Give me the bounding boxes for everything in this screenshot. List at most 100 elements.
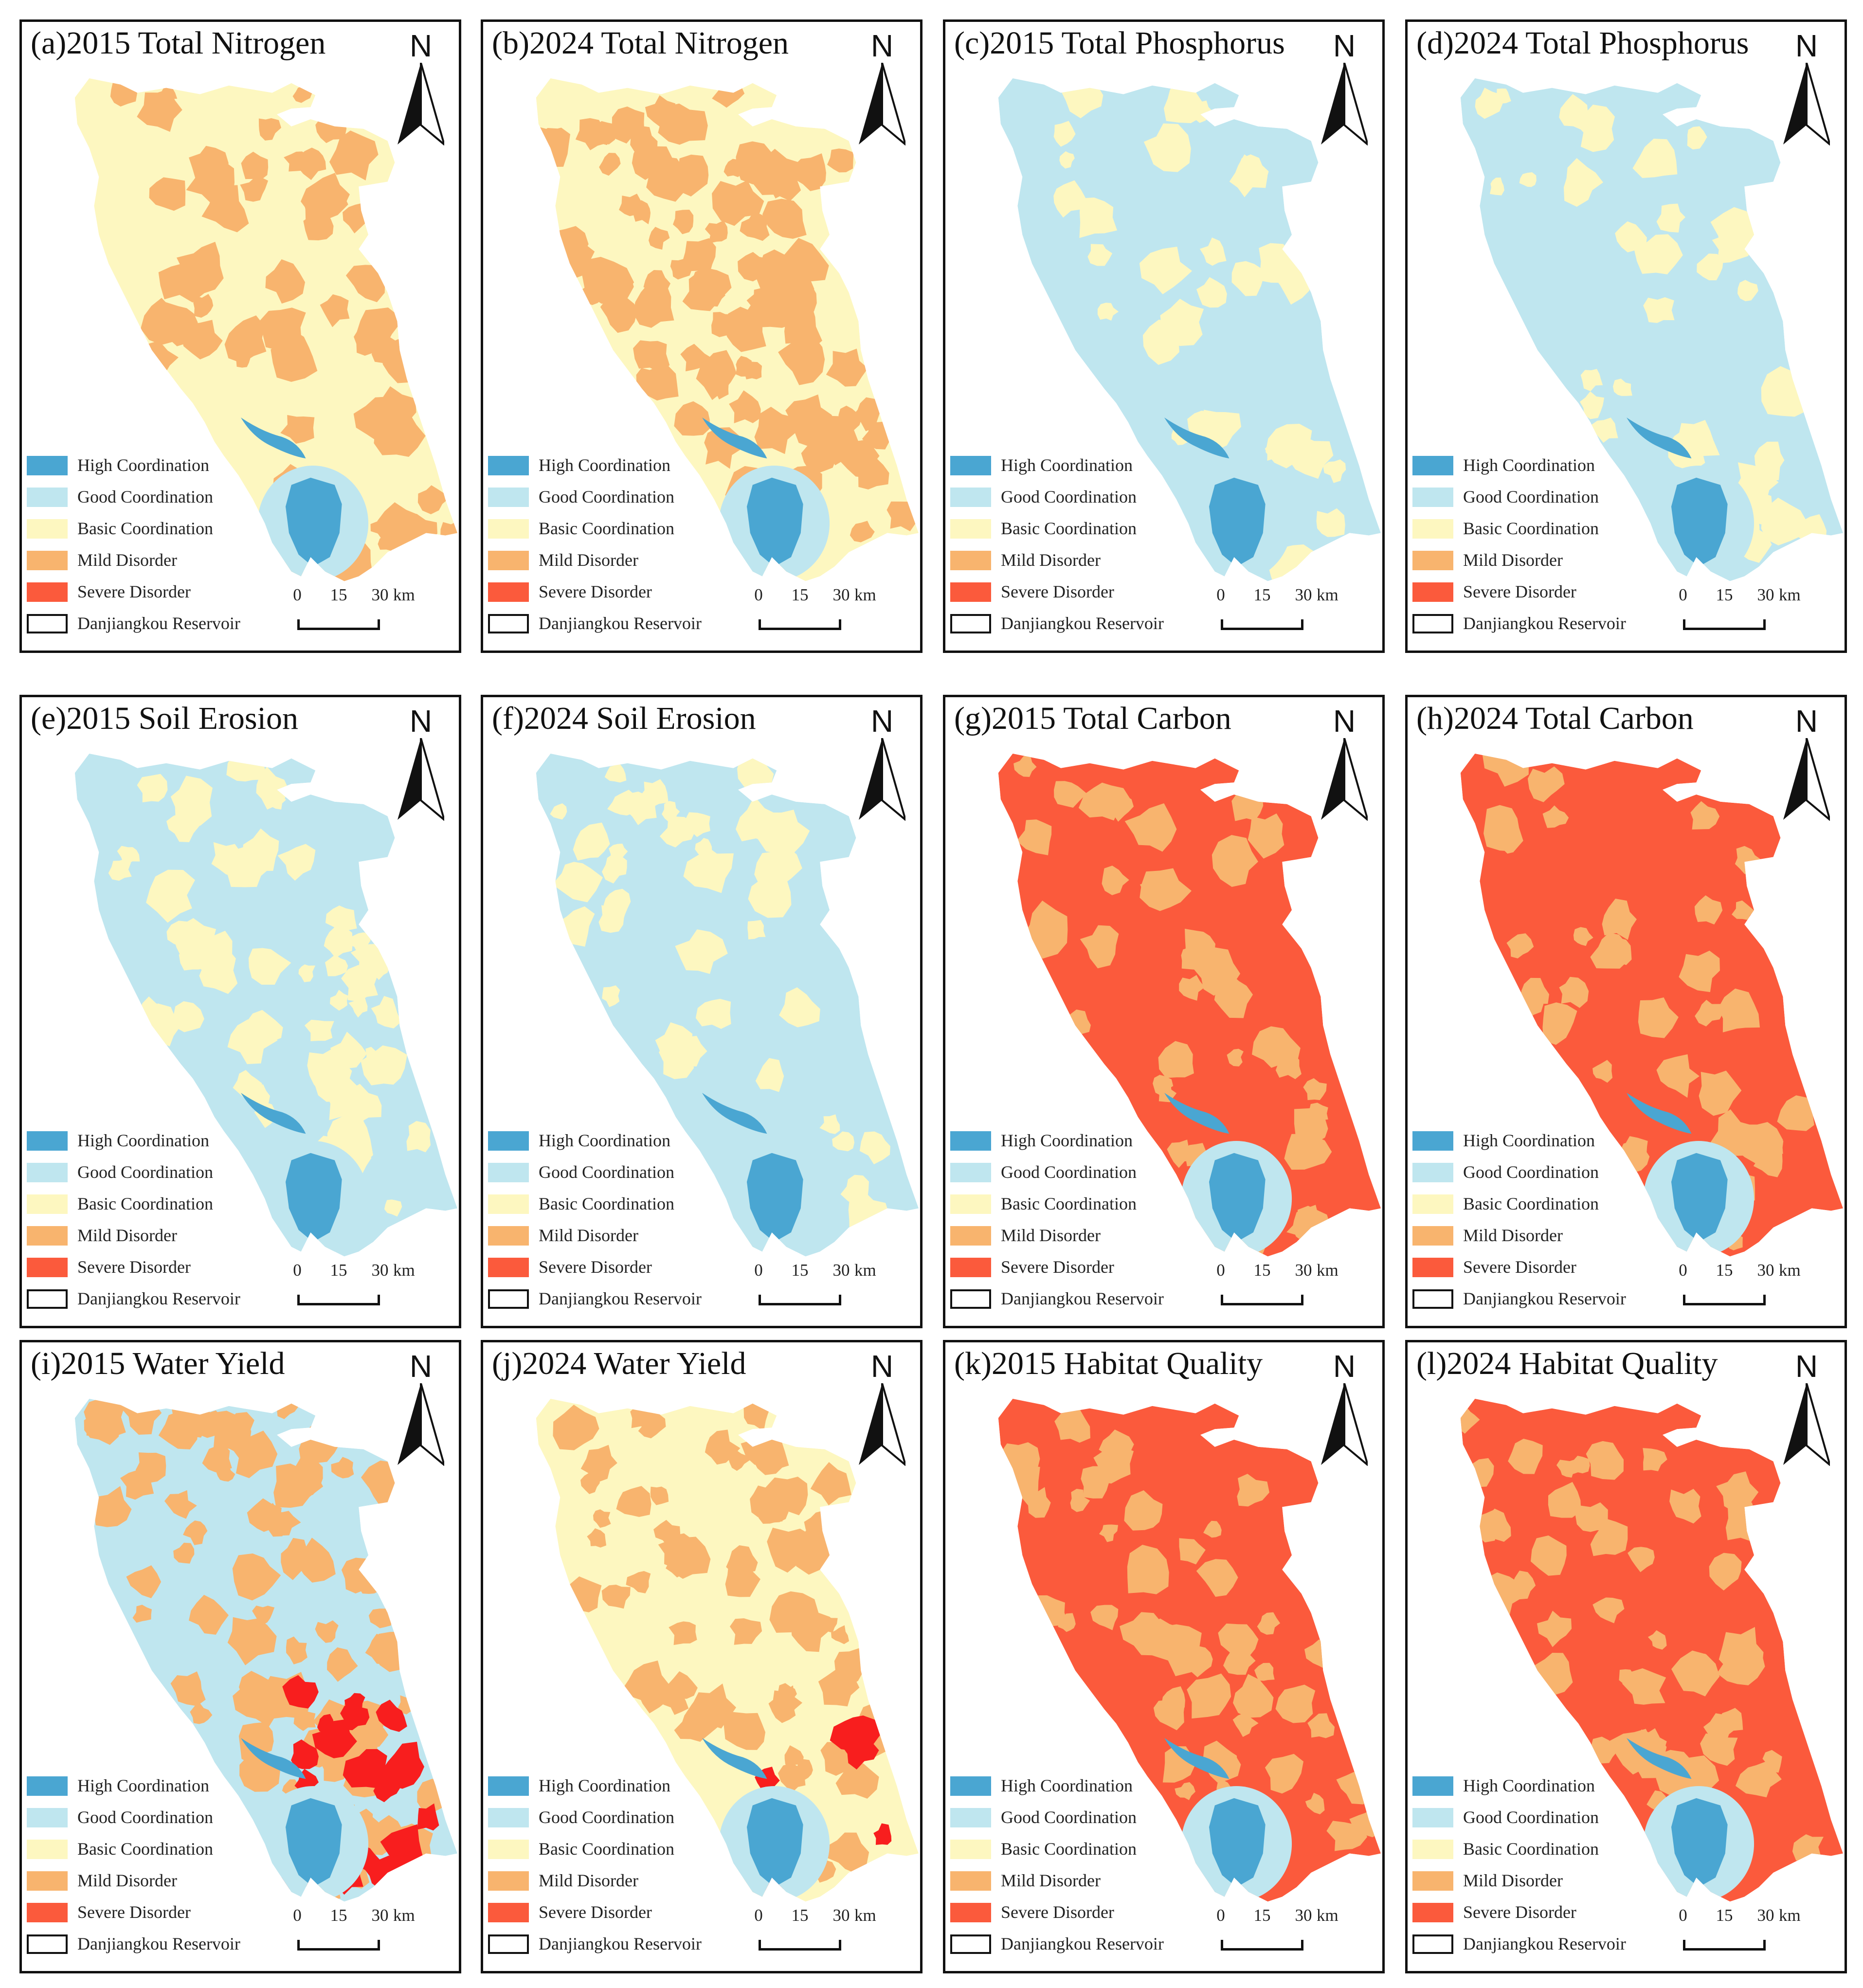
- legend-swatch: [1412, 1258, 1453, 1277]
- legend-swatch: [27, 1163, 68, 1182]
- zone-patch: [723, 307, 766, 352]
- zone-patch: [348, 995, 368, 1018]
- scale-unit-label: km: [854, 585, 876, 604]
- zone-patch: [778, 1763, 806, 1793]
- zone-patch: [1080, 925, 1119, 969]
- zone-patch: [1613, 379, 1632, 396]
- severe-zone-patch: [376, 1699, 407, 1732]
- zone-patch: [347, 932, 371, 954]
- zone-patch: [536, 127, 571, 167]
- legend-label: Basic Coordination: [1463, 1194, 1599, 1213]
- legend-label: Danjiangkou Reservoir: [1463, 1934, 1626, 1953]
- legend-label: Mild Disorder: [539, 1871, 638, 1890]
- legend-swatch: [1412, 1934, 1453, 1954]
- zone-patch: [1548, 1482, 1581, 1518]
- zone-patch: [649, 227, 670, 250]
- zone-patch: [1482, 753, 1530, 787]
- zone-patch: [1777, 1095, 1818, 1131]
- legend-label: Danjiangkou Reservoir: [539, 614, 702, 633]
- zone-patch: [277, 844, 316, 881]
- reservoir-body: [285, 1153, 342, 1242]
- scale-tick-label: 30: [371, 585, 389, 604]
- zone-patch: [723, 1712, 766, 1750]
- scale-unit-label: km: [854, 1261, 876, 1280]
- map-panel: (b)2024 Total Nitrogen N High Coordination…: [481, 19, 922, 653]
- map-panel: (c)2015 Total Phosphorus N High Coordinati…: [943, 19, 1385, 653]
- legend-swatch: [950, 1289, 991, 1309]
- zone-patch: [303, 181, 348, 224]
- legend-label: Danjiangkou Reservoir: [77, 1289, 240, 1308]
- map-area: [998, 78, 1381, 581]
- zone-patch: [1762, 1750, 1782, 1773]
- zone-patch: [687, 1683, 737, 1729]
- zone-patch: [553, 1405, 599, 1450]
- zone-patch: [188, 1594, 229, 1635]
- legend-swatch: [1412, 1163, 1453, 1182]
- zone-patch: [601, 1585, 631, 1609]
- north-letter: N: [409, 1349, 433, 1384]
- legend-swatch: [1412, 614, 1453, 633]
- map-area: [998, 1398, 1381, 1902]
- zone-patch: [1737, 280, 1758, 302]
- zone-patch: [1265, 1753, 1304, 1794]
- zone-patch: [1668, 429, 1705, 470]
- study-region: [1460, 753, 1844, 1257]
- zone-patch: [1303, 1078, 1327, 1101]
- legend-label: Mild Disorder: [1463, 1871, 1563, 1890]
- zone-patch: [838, 405, 862, 431]
- zone-patch: [158, 262, 204, 303]
- zone-patch: [737, 756, 774, 795]
- legend-label: Good Coordination: [539, 1807, 674, 1827]
- zone-patch: [633, 340, 670, 374]
- zone-patch: [1013, 755, 1037, 777]
- zone-patch: [1323, 459, 1346, 483]
- legend-swatch: [1412, 456, 1453, 475]
- zone-patch: [633, 281, 674, 328]
- legend-label: High Coordination: [1463, 455, 1595, 475]
- zone-patch: [1053, 180, 1086, 218]
- north-arrow-icon: [1321, 63, 1368, 145]
- legend-swatch: [488, 1934, 529, 1954]
- zone-patch: [1530, 1535, 1567, 1576]
- scale-bar: 0 15 30 km: [293, 1261, 415, 1319]
- north-arrow: N: [1777, 1348, 1836, 1470]
- zone-patch: [1527, 766, 1565, 802]
- zone-patch: [137, 89, 182, 132]
- scale-tick-label: 15: [330, 585, 347, 604]
- scale-tick-label: 15: [791, 585, 809, 604]
- legend-swatch: [1412, 1903, 1453, 1922]
- zone-patch: [1508, 1438, 1543, 1474]
- panel-title: (g)2015 Total Carbon: [954, 701, 1231, 736]
- zone-patch: [1549, 1004, 1571, 1023]
- zone-patch: [550, 803, 567, 820]
- north-arrow-icon: [1783, 1383, 1830, 1466]
- zone-patch: [1575, 1502, 1608, 1532]
- scale-line: [1221, 619, 1303, 630]
- legend-label: High Coordination: [1001, 1131, 1133, 1150]
- scale-line: [1221, 1295, 1303, 1305]
- zone-patch: [158, 301, 199, 346]
- zone-patch: [582, 256, 634, 304]
- zone-patch: [599, 153, 621, 176]
- north-arrow-icon: [1783, 738, 1830, 821]
- legend-label: Severe Disorder: [77, 582, 191, 601]
- north-arrow: N: [1315, 28, 1374, 149]
- legend-swatch: [488, 582, 529, 602]
- zone-patch: [132, 1605, 152, 1623]
- zone-patch: [149, 177, 186, 211]
- zone-patch: [747, 920, 766, 940]
- zone-patch: [1254, 1663, 1275, 1681]
- scale-tick-label: 30: [832, 585, 850, 604]
- scale-tick-label: 15: [1716, 1261, 1733, 1280]
- scale-unit-label: km: [1317, 1261, 1338, 1280]
- scale-bar: 0 15 30 km: [1679, 1261, 1801, 1319]
- north-arrow: N: [853, 1348, 911, 1470]
- zone-patch: [659, 816, 696, 848]
- legend-label: Severe Disorder: [539, 1257, 652, 1277]
- zone-patch: [1163, 79, 1203, 124]
- zone-patch: [646, 156, 685, 202]
- zone-patch: [1124, 1490, 1163, 1531]
- legend-swatch: [27, 1194, 68, 1214]
- legend-swatch: [27, 456, 68, 475]
- zone-patch: [1592, 1597, 1625, 1624]
